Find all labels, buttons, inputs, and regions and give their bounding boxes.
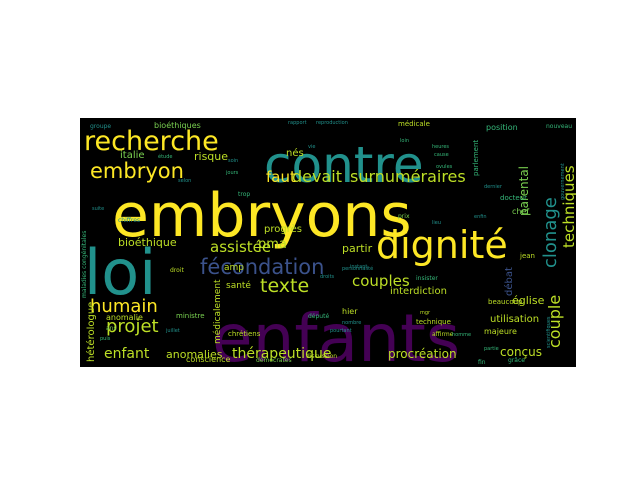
word: prix xyxy=(398,213,410,220)
word: médicale xyxy=(398,120,430,128)
word: grâce xyxy=(508,357,525,364)
word: projet xyxy=(106,316,159,337)
word: fin xyxy=(478,359,486,366)
word: techniques xyxy=(560,165,576,248)
word: mgr xyxy=(420,310,431,316)
word: anomalies xyxy=(166,348,223,361)
word: instant xyxy=(350,264,367,270)
word: député xyxy=(308,313,329,320)
word: embryon xyxy=(90,159,184,183)
word: insister xyxy=(416,275,438,282)
word: hétérologue xyxy=(85,302,97,362)
word: partir xyxy=(342,242,373,255)
word: parental xyxy=(517,166,531,216)
word: juillet xyxy=(165,328,180,334)
word: médicalement xyxy=(212,279,223,344)
word: personnalité xyxy=(342,265,373,272)
word: maladies congénitales xyxy=(81,231,88,298)
word: homme xyxy=(452,332,471,338)
word: heures xyxy=(432,144,449,150)
word: position xyxy=(486,123,518,132)
word: ministre xyxy=(176,312,205,320)
word: pma xyxy=(258,237,287,252)
word: chef xyxy=(512,207,529,216)
word: dignité xyxy=(376,223,508,267)
word: lieu xyxy=(432,220,441,226)
word: ans xyxy=(106,325,117,332)
word: étude xyxy=(158,153,172,160)
word: débat xyxy=(503,267,515,296)
word: interdiction xyxy=(390,286,447,297)
word: enfants xyxy=(212,300,460,367)
word: droits xyxy=(320,274,335,280)
word: humain xyxy=(90,296,158,317)
word: bioéthique xyxy=(118,236,177,249)
word: vie xyxy=(308,144,315,150)
word: rapport xyxy=(288,120,307,126)
word: devait xyxy=(292,167,342,186)
word: enfant xyxy=(104,346,150,362)
word: risque xyxy=(194,150,228,163)
word: texte xyxy=(260,275,309,297)
word: santé xyxy=(226,280,251,291)
word: cause xyxy=(434,152,449,158)
word: enfin xyxy=(474,214,487,220)
word: selon xyxy=(178,178,191,184)
word: affirme xyxy=(432,331,454,338)
word: contre xyxy=(264,136,424,194)
word: conscience xyxy=(186,355,231,364)
word: anomalie xyxy=(106,313,143,322)
word: assistée xyxy=(210,238,271,256)
word: jours xyxy=(225,170,239,176)
word: soin xyxy=(228,158,238,164)
word: faut xyxy=(266,168,296,186)
word: hier xyxy=(342,307,358,316)
word: majeure xyxy=(484,327,517,336)
word: beaucoup xyxy=(488,298,523,306)
word: couple xyxy=(545,295,564,348)
word: loi xyxy=(84,236,156,309)
word: recherche xyxy=(84,126,219,157)
word: embryons xyxy=(112,181,412,251)
word: docteur xyxy=(500,194,527,202)
word-cloud: embryons enfants contre loi dignité rech… xyxy=(80,118,576,367)
word: reproduction xyxy=(316,120,348,126)
word: puis xyxy=(100,336,111,342)
word: loin xyxy=(400,138,409,144)
word: technique xyxy=(416,318,451,326)
word: clonage xyxy=(540,197,561,268)
word-cloud-canvas: embryons enfants contre loi dignité rech… xyxy=(81,120,576,367)
word: scientifiques xyxy=(546,316,552,348)
word: église xyxy=(512,294,545,307)
word: droit xyxy=(170,267,184,274)
word: amp xyxy=(224,263,244,273)
word: ovules xyxy=(436,164,453,170)
word: discussion xyxy=(306,353,337,360)
word: italie xyxy=(120,150,145,161)
word: couples xyxy=(352,272,410,290)
word: conçus xyxy=(500,345,542,359)
word: fécondation xyxy=(200,255,324,279)
word: pourtant xyxy=(330,328,352,334)
word: groupe xyxy=(90,123,111,130)
word: progrès xyxy=(264,223,302,235)
word: trop xyxy=(238,191,250,198)
word: thérapeutique xyxy=(232,346,331,362)
word: parlement xyxy=(472,140,480,176)
word: nés xyxy=(286,147,304,159)
word: gouvernement xyxy=(560,163,566,200)
word: partie xyxy=(484,346,499,352)
word: dernier xyxy=(484,184,503,190)
word: nouveau xyxy=(546,123,572,130)
word: démocrates xyxy=(256,357,292,364)
word: nombre xyxy=(342,320,361,326)
word: procréation xyxy=(388,347,457,361)
word: chiffres xyxy=(118,217,140,224)
word: suite xyxy=(92,206,104,212)
word: utilisation xyxy=(490,314,539,325)
word: bioéthiques xyxy=(154,120,201,130)
word: jean xyxy=(519,252,535,260)
word: chrétiens xyxy=(228,330,261,338)
word: surnuméraires xyxy=(350,167,466,186)
